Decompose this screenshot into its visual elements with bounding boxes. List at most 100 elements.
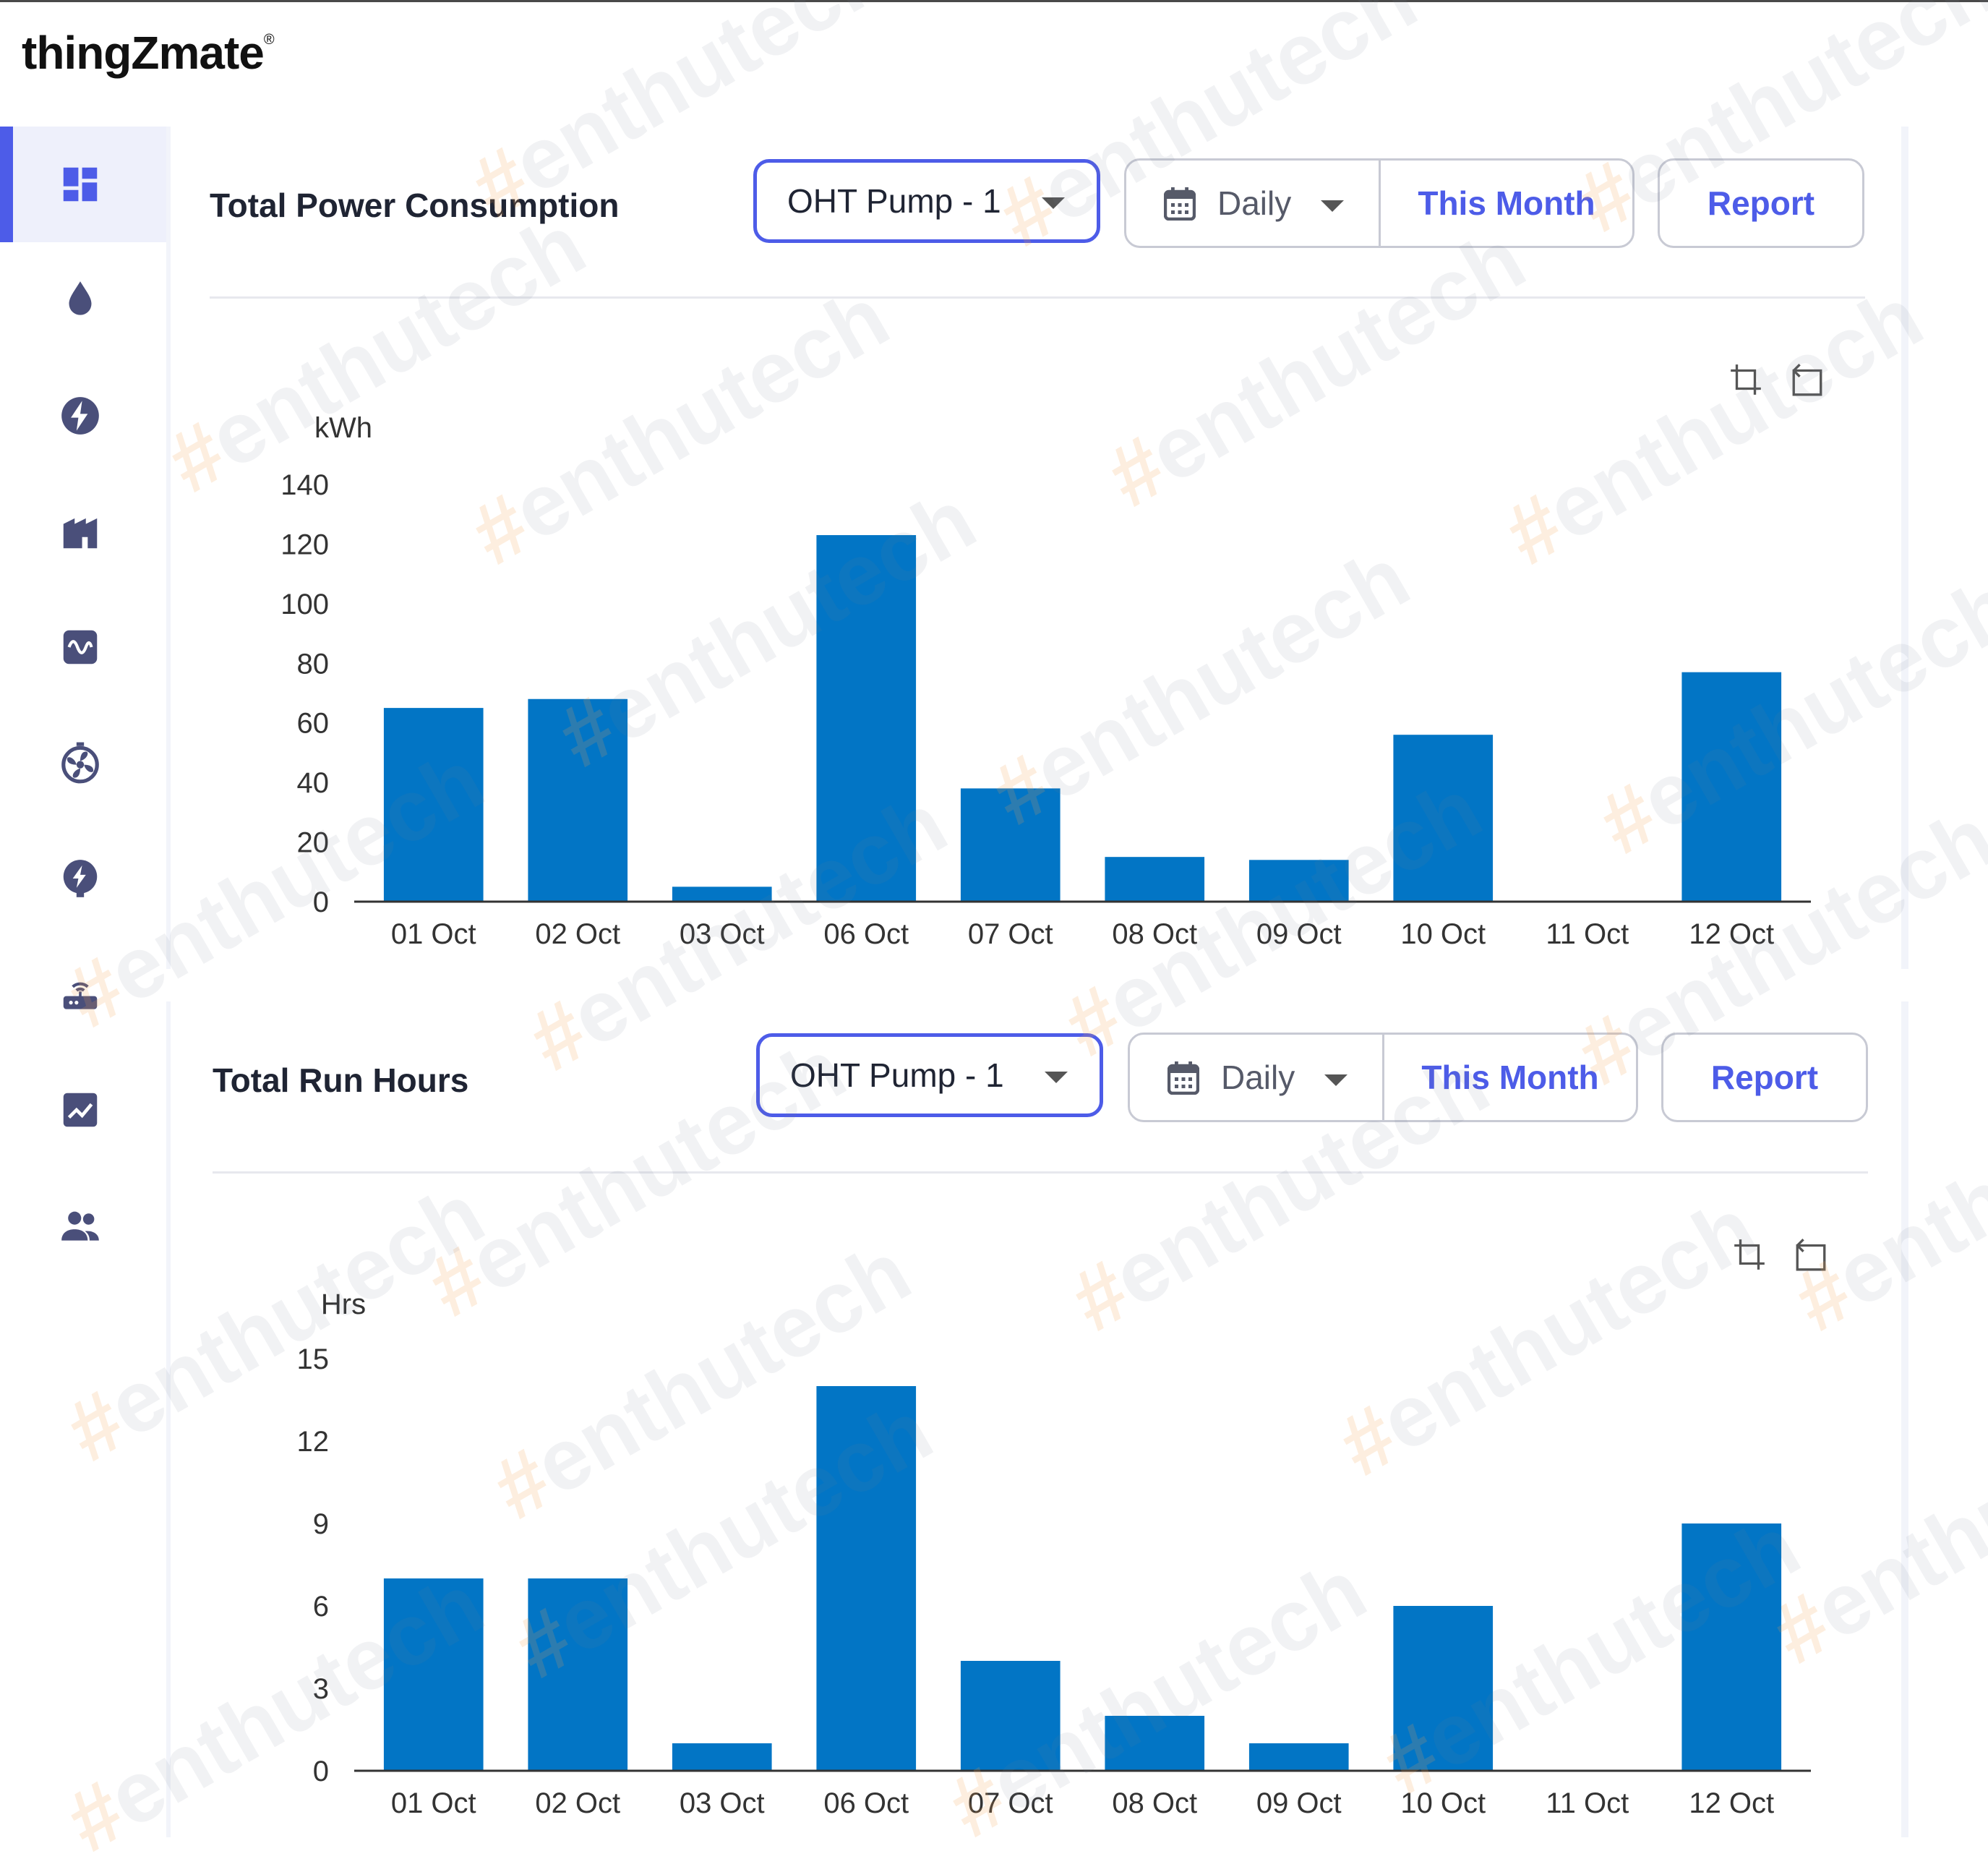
lightning-icon <box>61 397 99 435</box>
sidebar-item-hvac[interactable] <box>0 821 166 936</box>
chevron-down-icon <box>1042 197 1065 209</box>
chevron-down-icon <box>1324 1074 1348 1086</box>
crop-icon[interactable] <box>1728 362 1764 398</box>
device-select[interactable]: OHT Pump - 1 <box>756 1033 1103 1117</box>
y-axis-unit-label: kWh <box>314 412 372 444</box>
sidebar-item-factory[interactable] <box>0 474 166 589</box>
x-tick-label: 09 Oct <box>1256 1787 1342 1819</box>
sidebar <box>0 127 166 1837</box>
y-axis-unit-label: Hrs <box>321 1288 366 1320</box>
card-edge <box>1901 1001 1908 1837</box>
bar <box>1105 857 1205 902</box>
analytics-icon <box>63 1093 98 1127</box>
card-edge <box>166 1001 171 1837</box>
x-tick-label: 03 Oct <box>680 1787 765 1819</box>
divider <box>213 1171 1868 1174</box>
y-tick-label: 9 <box>313 1508 329 1540</box>
bar <box>816 535 917 902</box>
card-title: Total Run Hours <box>213 1061 469 1099</box>
x-tick-label: 03 Oct <box>680 918 765 950</box>
y-tick-label: 15 <box>297 1343 330 1375</box>
x-tick-label: 06 Oct <box>823 1787 909 1819</box>
y-tick-label: 140 <box>280 469 329 501</box>
dashboard-icon <box>63 167 98 202</box>
card-edge <box>1901 127 1908 969</box>
x-tick-label: 11 Oct <box>1546 918 1629 950</box>
factory-icon <box>63 518 98 549</box>
router-icon <box>63 982 98 1009</box>
period-label: Daily <box>1221 1059 1295 1096</box>
sidebar-item-vfd[interactable] <box>0 589 166 705</box>
sidebar-item-water[interactable] <box>0 242 166 358</box>
reset-zoom-icon[interactable] <box>1793 1236 1829 1273</box>
this-month-button[interactable]: This Month <box>1418 184 1595 222</box>
bar <box>1393 1606 1494 1771</box>
bar <box>383 708 484 902</box>
x-tick-label: 02 Oct <box>535 918 620 950</box>
bar <box>1393 735 1494 902</box>
chevron-down-icon <box>1321 200 1344 212</box>
x-tick-label: 09 Oct <box>1256 918 1342 950</box>
this-month-button[interactable]: This Month <box>1421 1059 1599 1096</box>
period-dropdown[interactable]: Daily <box>1126 161 1381 246</box>
bar <box>528 1578 628 1771</box>
sidebar-item-gateway[interactable] <box>0 936 166 1052</box>
x-tick-label: 07 Oct <box>968 918 1053 950</box>
sidebar-item-users[interactable] <box>0 1168 166 1283</box>
bar <box>1681 672 1782 902</box>
sidebar-item-analytics[interactable] <box>0 1052 166 1168</box>
sidebar-item-energy[interactable] <box>0 358 166 474</box>
reset-zoom-icon[interactable] <box>1789 362 1825 398</box>
report-button[interactable]: Report <box>1661 1033 1868 1122</box>
bar <box>672 1743 772 1771</box>
power-consumption-card: Total Power Consumption OHT Pump - 1 Dai… <box>166 127 1908 969</box>
x-tick-label: 08 Oct <box>1112 918 1197 950</box>
hvac-icon <box>63 860 98 897</box>
divider <box>210 296 1865 299</box>
device-select-value: OHT Pump - 1 <box>790 1056 1004 1094</box>
bar <box>960 788 1061 902</box>
y-tick-label: 0 <box>313 886 329 918</box>
bar <box>960 1661 1061 1771</box>
device-select[interactable]: OHT Pump - 1 <box>753 159 1100 243</box>
bar <box>672 886 772 902</box>
date-range-group: Daily This Month <box>1128 1033 1638 1122</box>
users-icon <box>61 1211 99 1241</box>
y-tick-label: 120 <box>280 529 329 560</box>
x-tick-label: 06 Oct <box>823 918 909 950</box>
y-tick-label: 20 <box>297 827 330 859</box>
card-edge <box>166 127 171 969</box>
x-tick-label: 02 Oct <box>535 1787 620 1819</box>
run-hours-bar-chart: Hrs 0 3 6 9 12 15 01 Oct 02 Oct 03 Oct 06 Oct 07 Oc… <box>297 1288 1811 1819</box>
bar <box>1105 1716 1205 1771</box>
brand-logo: thingZmate® <box>22 27 275 79</box>
sidebar-item-fan[interactable] <box>0 705 166 821</box>
y-tick-label: 80 <box>297 648 330 680</box>
device-select-value: OHT Pump - 1 <box>787 182 1001 220</box>
y-tick-label: 40 <box>297 767 330 799</box>
run-hours-card: Total Run Hours OHT Pump - 1 Daily This … <box>166 1001 1908 1837</box>
bar <box>1681 1523 1782 1771</box>
card-title: Total Power Consumption <box>210 187 620 224</box>
x-tick-label: 10 Oct <box>1400 1787 1486 1819</box>
power-bar-chart: kWh 0 20 40 60 80 100 120 140 01 Oct 02 Oct 03 Oct 0… <box>280 412 1811 950</box>
x-tick-label: 07 Oct <box>968 1787 1053 1819</box>
bar <box>383 1578 484 1771</box>
crop-icon[interactable] <box>1731 1236 1768 1273</box>
y-tick-label: 12 <box>297 1426 330 1458</box>
bar <box>528 698 628 902</box>
report-button[interactable]: Report <box>1658 158 1864 248</box>
x-tick-label: 11 Oct <box>1546 1787 1629 1819</box>
y-tick-label: 60 <box>297 708 330 740</box>
water-drop-icon <box>69 281 92 315</box>
chevron-down-icon <box>1045 1072 1068 1083</box>
bar <box>1248 860 1349 902</box>
x-tick-label: 10 Oct <box>1400 918 1486 950</box>
x-tick-label: 01 Oct <box>391 1787 476 1819</box>
x-tick-label: 12 Oct <box>1689 918 1774 950</box>
x-tick-label: 08 Oct <box>1112 1787 1197 1819</box>
y-tick-label: 0 <box>313 1756 329 1787</box>
sidebar-item-dashboard[interactable] <box>0 127 166 242</box>
top-border <box>0 0 1988 2</box>
period-dropdown[interactable]: Daily <box>1130 1035 1384 1120</box>
